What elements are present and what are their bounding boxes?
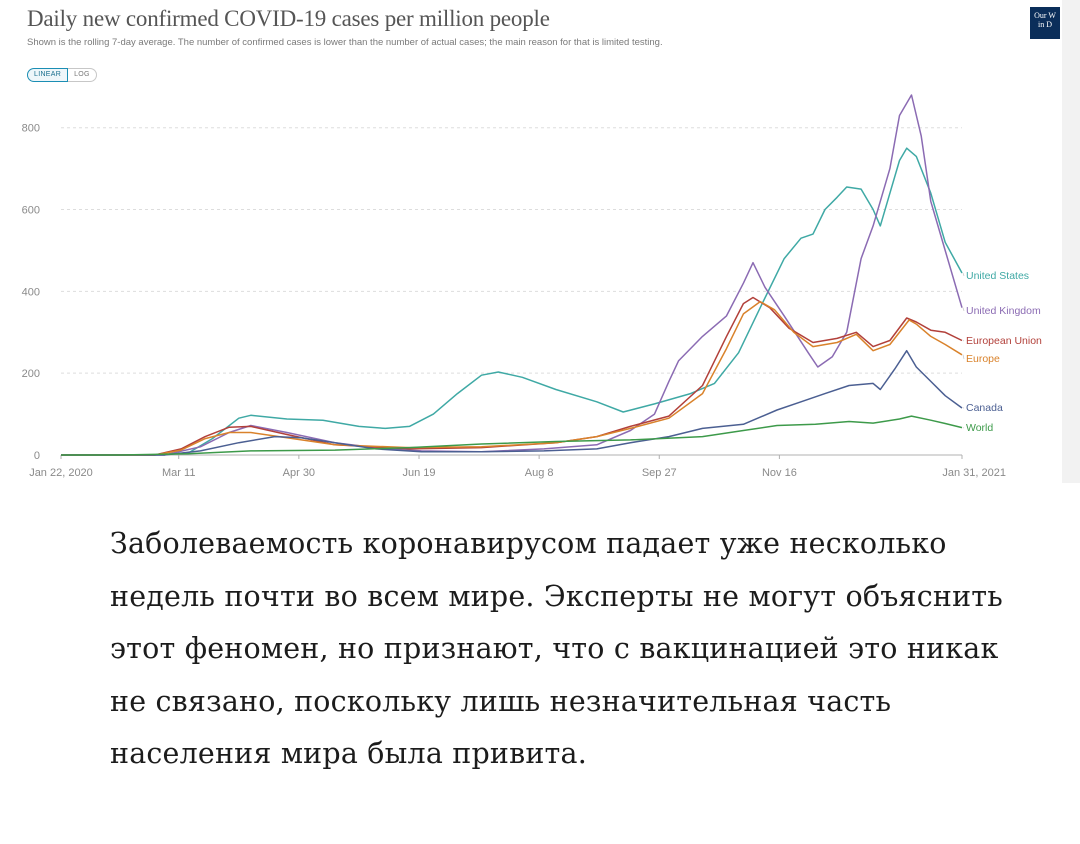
logo-text-line1: Our W <box>1034 11 1056 20</box>
series-label-european-union: European Union <box>966 335 1042 347</box>
chart-subtitle: Shown is the rolling 7-day average. The … <box>27 37 663 48</box>
series-line-world <box>61 415 963 456</box>
series-label-connector-united-kingdom <box>962 307 965 312</box>
caption-text: Заболеваемость коронавирусом падает уже … <box>110 527 1003 770</box>
log-scale-button[interactable]: LOG <box>68 68 97 82</box>
series-line-european-union <box>61 296 963 456</box>
series-label-united-states: United States <box>966 270 1029 282</box>
series-label-connector-united-states <box>962 272 965 277</box>
series-line-united-kingdom <box>61 94 963 456</box>
scale-toggle: LINEAR LOG <box>27 68 97 82</box>
series-line-europe <box>61 300 963 456</box>
x-tick-label: Aug 8 <box>525 467 554 479</box>
x-tick-label: Sep 27 <box>642 467 677 479</box>
series-label-canada: Canada <box>966 402 1003 414</box>
series-line-canada <box>61 349 963 456</box>
logo-text-line2: in D <box>1038 20 1052 29</box>
series-label-connector-europe <box>962 354 965 360</box>
series-label-world: World <box>966 422 993 434</box>
x-tick-label: Jan 31, 2021 <box>942 467 1006 479</box>
y-tick-label-200: 200 <box>22 368 40 380</box>
y-tick-label-0: 0 <box>34 450 40 462</box>
owid-logo[interactable]: Our W in D <box>1030 7 1060 39</box>
series-label-europe: Europe <box>966 353 1000 365</box>
x-tick-label: Mar 11 <box>162 467 195 479</box>
chart-panel: Daily new confirmed COVID-19 cases per m… <box>21 6 1060 479</box>
series-label-united-kingdom: United Kingdom <box>966 305 1041 317</box>
series-line-united-states <box>61 147 963 456</box>
x-tick-label: Jun 19 <box>402 467 435 479</box>
y-tick-label-600: 600 <box>22 205 40 217</box>
y-tick-label-400: 400 <box>22 286 40 298</box>
series-label-connector-european-union <box>962 340 965 342</box>
x-tick-label: Jan 22, 2020 <box>29 467 93 479</box>
line-chart: 0 200 400 600 800 Jan 22, 2020 Mar 11 Apr 30 Jun… <box>22 94 1042 479</box>
chart-title: Daily new confirmed COVID-19 cases per m… <box>27 6 550 31</box>
x-tick-label: Apr 30 <box>283 467 315 479</box>
panel-edge <box>1062 0 1080 483</box>
linear-scale-button[interactable]: LINEAR <box>27 68 69 82</box>
y-tick-label-800: 800 <box>22 123 40 135</box>
x-tick-label: Nov 16 <box>762 467 797 479</box>
